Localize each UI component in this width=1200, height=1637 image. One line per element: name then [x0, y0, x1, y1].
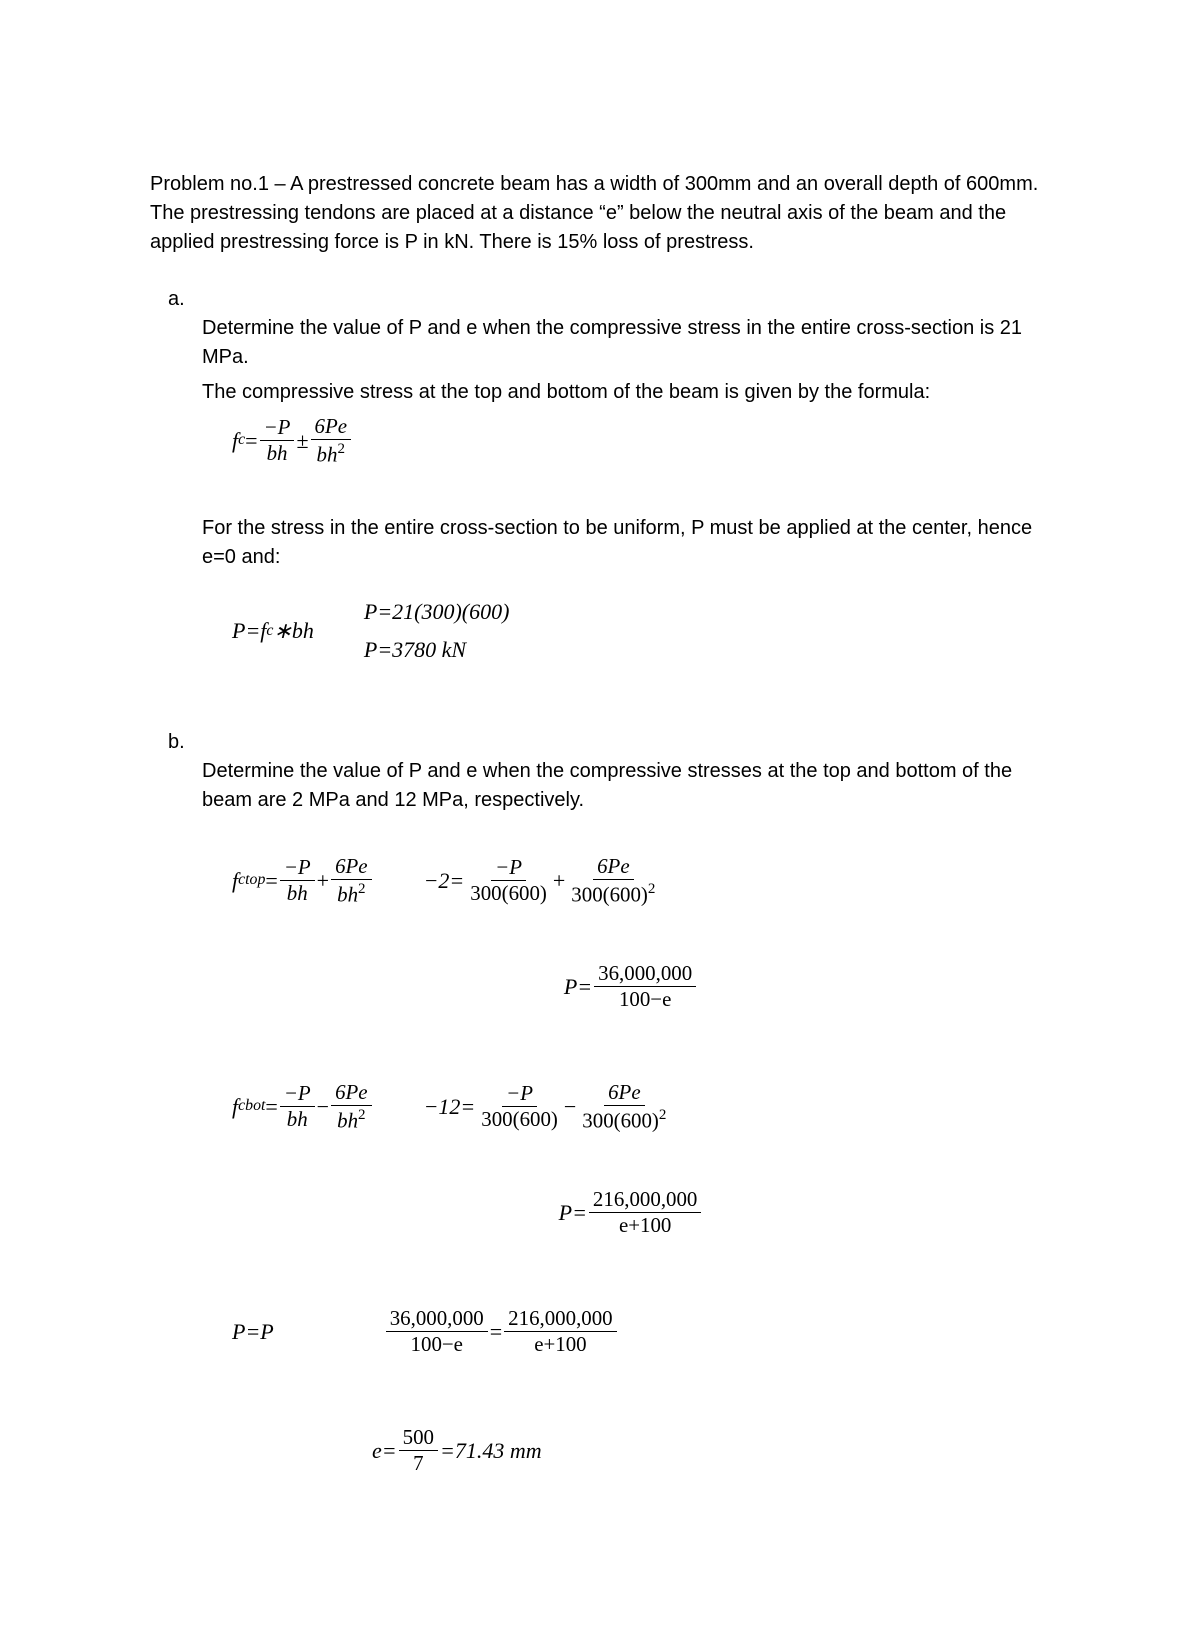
math-text: −2=	[424, 865, 465, 897]
math-numerator: 6Pe	[335, 854, 367, 878]
math-numerator: 216,000,000	[593, 1187, 697, 1211]
math-denominator: 300(600)	[470, 881, 547, 905]
part-a-formula-fc: fc = −P bh ± 6Pe bh2	[202, 415, 1060, 466]
document-page: Problem no.1 – A prestressed concrete be…	[0, 0, 1200, 1637]
math-denominator: 100−e	[619, 987, 671, 1011]
math-text: P=	[564, 971, 592, 1003]
math-sup: 2	[358, 881, 366, 897]
part-b-question: Determine the value of P and e when the …	[202, 757, 1060, 815]
math-operator: +	[317, 865, 329, 897]
math-denominator: e+100	[619, 1213, 671, 1237]
math-fraction: −P 300(600)	[466, 856, 551, 905]
math-numerator: −P	[264, 415, 291, 439]
math-numerator: −P	[506, 1081, 533, 1105]
math-fraction: 500 7	[399, 1426, 438, 1475]
math-fraction: 216,000,000 e+100	[504, 1307, 616, 1356]
math-fraction: −P bh	[280, 1082, 315, 1131]
math-denominator: 7	[413, 1451, 423, 1475]
math-denominator: 300(600)	[571, 882, 648, 906]
math-denominator: bh	[337, 882, 358, 906]
math-numerator: 6Pe	[315, 414, 347, 438]
math-operator: =	[490, 1316, 502, 1348]
math-sup: 2	[648, 881, 656, 897]
math-fraction: 36,000,000 100−e	[386, 1307, 488, 1356]
math-subscript: cbot	[238, 1095, 265, 1118]
math-denominator: 100−e	[411, 1332, 463, 1356]
math-numerator: 6Pe	[597, 854, 629, 878]
math-fraction: −P 300(600)	[477, 1082, 562, 1131]
math-numerator: −P	[284, 855, 311, 879]
math-denominator: bh	[287, 1107, 308, 1131]
part-a-formula-p: P=fc∗bh P=21(300)(600) P=3780 kN	[202, 596, 1060, 666]
math-text: e=	[372, 1435, 397, 1467]
math-denominator: 300(600)	[582, 1108, 659, 1132]
part-b-eq-fcbot: fcbot = −P bh − 6Pe bh2 −12=	[202, 1081, 1060, 1132]
math-text: P=21(300)(600)	[364, 596, 510, 628]
math-subscript: c	[238, 429, 245, 452]
math-fraction: 6Pe bh2	[331, 855, 371, 906]
math-sup: 2	[358, 1107, 366, 1123]
math-text: −12=	[424, 1091, 476, 1123]
math-denominator: bh	[317, 442, 338, 466]
math-fraction: 216,000,000 e+100	[589, 1188, 701, 1237]
math-text: P=f	[232, 615, 266, 647]
math-sup: 2	[337, 441, 345, 457]
part-a-label: a.	[168, 285, 198, 314]
part-b-eq-fctop: fctop = −P bh + 6Pe bh2 −2=	[202, 855, 1060, 906]
math-text: ∗bh	[273, 615, 313, 647]
sub-parts-list: a. Determine the value of P and e when t…	[150, 285, 1060, 1497]
math-denominator: bh	[337, 1108, 358, 1132]
math-denominator: e+100	[534, 1332, 586, 1356]
math-operator: −	[317, 1091, 329, 1123]
math-text: P=	[559, 1197, 587, 1229]
math-fraction: 36,000,000 100−e	[594, 962, 696, 1011]
math-numerator: 6Pe	[608, 1080, 640, 1104]
part-b-label: b.	[168, 728, 198, 757]
math-numerator: −P	[495, 855, 522, 879]
math-denominator: bh	[267, 441, 288, 465]
part-b-eq-fctop-result: P= 36,000,000 100−e	[202, 962, 1060, 1011]
part-b-eq-e-result: e= 500 7 =71.43 mm	[202, 1426, 1060, 1475]
problem-heading: Problem no.1 – A prestressed concrete be…	[150, 170, 1060, 257]
math-fraction: 6Pe 300(600)2	[567, 855, 659, 906]
math-fraction: −P bh	[260, 416, 295, 465]
part-a: a. Determine the value of P and e when t…	[202, 285, 1060, 688]
math-fraction: −P bh	[280, 856, 315, 905]
part-b-eq-fcbot-result: P= 216,000,000 e+100	[202, 1188, 1060, 1237]
part-b: b. Determine the value of P and e when t…	[202, 728, 1060, 1497]
math-operator: −	[564, 1091, 576, 1123]
math-numerator: 216,000,000	[508, 1306, 612, 1330]
part-b-eq-pp: P=P 36,000,000 100−e = 216,000,000 e+100	[202, 1307, 1060, 1356]
math-denominator: 300(600)	[481, 1107, 558, 1131]
math-fraction: 6Pe bh2	[311, 415, 351, 466]
math-fraction: 6Pe 300(600)2	[578, 1081, 670, 1132]
math-operator: +	[553, 865, 565, 897]
math-text: =71.43 mm	[440, 1435, 542, 1467]
math-numerator: 6Pe	[335, 1080, 367, 1104]
math-numerator: 36,000,000	[598, 961, 692, 985]
math-sup: 2	[659, 1107, 667, 1123]
math-subscript: c	[266, 620, 273, 643]
part-a-question-1: Determine the value of P and e when the …	[202, 314, 1060, 372]
part-a-explain: For the stress in the entire cross-secti…	[202, 514, 1060, 572]
math-text: P=3780 kN	[364, 634, 466, 666]
math-numerator: 500	[403, 1425, 434, 1449]
part-a-question-2: The compressive stress at the top and bo…	[202, 378, 1060, 407]
math-subscript: ctop	[238, 869, 265, 892]
math-fraction: 6Pe bh2	[331, 1081, 371, 1132]
math-text: P=P	[232, 1316, 274, 1348]
math-operator: ±	[296, 425, 308, 457]
math-numerator: 36,000,000	[390, 1306, 484, 1330]
math-denominator: bh	[287, 881, 308, 905]
math-numerator: −P	[284, 1081, 311, 1105]
